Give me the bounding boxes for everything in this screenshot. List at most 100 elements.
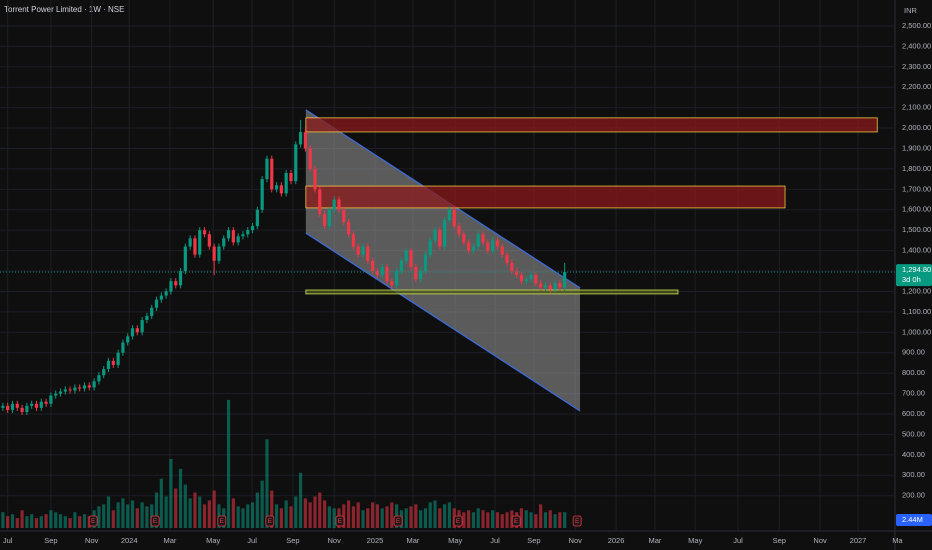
candle-body bbox=[82, 385, 87, 389]
candle-body bbox=[534, 275, 538, 284]
volume-bar bbox=[145, 506, 149, 528]
volume-bar bbox=[303, 498, 307, 528]
y-tick-label: 1,600.00 bbox=[902, 205, 931, 214]
volume-bar bbox=[174, 488, 178, 528]
last-price-label: 1,294.80 bbox=[902, 265, 931, 274]
candle-body bbox=[78, 387, 82, 389]
candle-body bbox=[73, 387, 77, 391]
y-tick-label: 700.00 bbox=[902, 389, 925, 398]
last-price-box bbox=[896, 264, 932, 287]
x-tick-label: Ma bbox=[892, 536, 903, 545]
volume-bar bbox=[491, 510, 495, 528]
volume-bar bbox=[346, 500, 351, 528]
volume-bar bbox=[226, 399, 231, 528]
volume-bar bbox=[198, 496, 202, 528]
candle-body bbox=[198, 230, 202, 255]
volume-bar bbox=[419, 510, 423, 528]
volume-bar bbox=[443, 504, 447, 528]
candle-body bbox=[270, 158, 274, 190]
candle-body bbox=[515, 271, 519, 276]
volume-bar bbox=[68, 518, 72, 528]
volume-bar bbox=[231, 498, 235, 528]
volume-bar bbox=[548, 510, 552, 528]
currency: INR bbox=[904, 6, 918, 15]
volume-bar bbox=[289, 506, 293, 528]
candle-body bbox=[274, 185, 279, 190]
descending-channel bbox=[305, 109, 581, 411]
candle-body bbox=[452, 209, 456, 227]
candle-body bbox=[318, 189, 322, 214]
volume-bar bbox=[246, 504, 250, 528]
volume-bar bbox=[183, 484, 187, 528]
y-tick-label: 500.00 bbox=[902, 429, 925, 438]
volume-bar bbox=[25, 516, 29, 528]
candle-body bbox=[414, 266, 418, 280]
candle-body bbox=[178, 271, 183, 286]
volume-bar bbox=[140, 502, 144, 528]
volume-label: 2.44M bbox=[902, 515, 923, 524]
volume-bar bbox=[414, 504, 418, 528]
y-tick-label: 1,700.00 bbox=[902, 184, 931, 193]
volume-bar bbox=[409, 506, 413, 528]
volume-bar bbox=[351, 506, 355, 528]
candle-body bbox=[226, 230, 231, 239]
candle-body bbox=[356, 246, 360, 255]
x-tick-label: 2026 bbox=[608, 536, 625, 545]
x-tick-label: 2027 bbox=[850, 536, 867, 545]
candle-body bbox=[491, 240, 495, 251]
candle-body bbox=[457, 226, 461, 235]
candle-body bbox=[313, 168, 317, 190]
candle-body bbox=[284, 172, 288, 194]
y-tick-label: 1,200.00 bbox=[902, 286, 931, 295]
candle-body bbox=[390, 281, 394, 286]
candle-body bbox=[30, 403, 34, 406]
y-tick-label: 200.00 bbox=[902, 491, 925, 500]
volume-bar bbox=[390, 502, 394, 528]
candle-body bbox=[346, 222, 351, 235]
volume-bar bbox=[6, 516, 10, 528]
x-tick-label: 2024 bbox=[121, 536, 138, 545]
x-tick-label: Jul bbox=[733, 536, 743, 545]
volume-bar bbox=[476, 508, 480, 528]
zone bbox=[305, 185, 786, 209]
volume-bar bbox=[78, 516, 82, 528]
volume-bar bbox=[313, 496, 317, 528]
y-tick-label: 2,300.00 bbox=[902, 62, 931, 71]
volume-bar bbox=[284, 500, 288, 528]
candle-body bbox=[145, 315, 149, 321]
candle-body bbox=[370, 260, 375, 272]
candle-body bbox=[409, 250, 413, 267]
candle-body bbox=[25, 405, 29, 412]
volume-bar bbox=[553, 514, 557, 528]
volume-bar bbox=[486, 512, 490, 528]
candle-body bbox=[438, 230, 442, 247]
volume-bar bbox=[63, 516, 67, 528]
candle-body bbox=[433, 230, 437, 241]
candle-body bbox=[395, 271, 399, 286]
volume-bar bbox=[370, 502, 375, 528]
candle-body bbox=[102, 369, 106, 376]
event-label: E bbox=[220, 518, 225, 525]
x-tick-label: 2025 bbox=[367, 536, 384, 545]
candle-body bbox=[54, 393, 58, 396]
candle-body bbox=[529, 275, 533, 280]
candle-body bbox=[548, 285, 552, 290]
volume-bar bbox=[39, 516, 43, 528]
y-tick-label: 1,800.00 bbox=[902, 164, 931, 173]
volume-bar bbox=[164, 496, 168, 528]
y-tick-label: 2,400.00 bbox=[902, 41, 931, 50]
y-tick-label: 1,100.00 bbox=[902, 307, 931, 316]
volume-bar bbox=[279, 508, 283, 528]
candle-body bbox=[140, 320, 144, 333]
candle-body bbox=[260, 179, 264, 210]
candle-body bbox=[500, 246, 504, 255]
candle-body bbox=[385, 266, 389, 282]
chart-title: Torrent Power Limited · 1W · NSE bbox=[4, 5, 124, 14]
candle-body bbox=[116, 352, 120, 365]
volume-bar bbox=[82, 514, 87, 528]
x-tick-label: Jul bbox=[247, 536, 257, 545]
candle-body bbox=[241, 234, 245, 237]
x-tick-label: Sep bbox=[44, 536, 57, 545]
y-tick-label: 1,000.00 bbox=[902, 327, 931, 336]
candle-body bbox=[443, 219, 447, 247]
